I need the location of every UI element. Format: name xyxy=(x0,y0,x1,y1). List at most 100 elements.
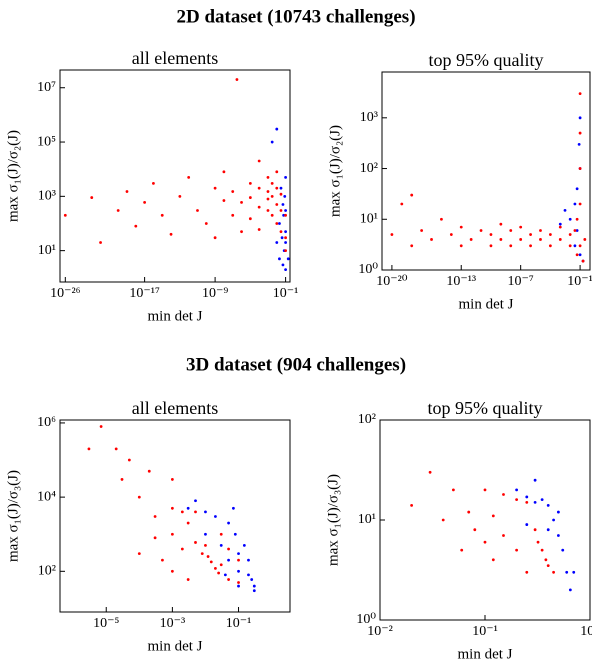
point xyxy=(467,510,471,514)
point xyxy=(222,199,226,202)
point xyxy=(240,230,243,234)
x-tick-label: 10⁻² xyxy=(367,624,393,639)
point xyxy=(479,229,483,232)
point xyxy=(529,244,532,248)
y-tick-label: 10² xyxy=(358,412,376,427)
point xyxy=(250,578,254,581)
point xyxy=(114,447,118,451)
point xyxy=(134,224,138,228)
point xyxy=(275,127,279,131)
point xyxy=(219,543,223,547)
point xyxy=(578,167,582,170)
point xyxy=(483,488,487,492)
point xyxy=(180,510,184,514)
point xyxy=(286,257,290,261)
point xyxy=(578,131,582,135)
point xyxy=(279,186,283,190)
point xyxy=(581,259,585,263)
point xyxy=(248,181,252,185)
x-tick-label: 10⁻²⁶ xyxy=(50,286,81,301)
point xyxy=(281,263,285,267)
point xyxy=(248,196,252,199)
point xyxy=(568,588,572,592)
point xyxy=(99,241,102,244)
y-tick-label: 10⁵ xyxy=(37,134,56,149)
x-axis-label: min det J xyxy=(148,308,203,324)
point xyxy=(410,503,414,507)
point xyxy=(575,253,579,257)
point xyxy=(227,521,230,525)
point xyxy=(235,78,239,81)
point xyxy=(459,244,463,248)
x-axis-label: min det J xyxy=(458,646,513,662)
point xyxy=(242,543,246,547)
point xyxy=(257,186,261,190)
point xyxy=(219,563,223,567)
point xyxy=(169,232,173,236)
point xyxy=(219,532,223,536)
point xyxy=(257,159,261,163)
x-tick-label: 10⁻¹³ xyxy=(446,274,476,289)
point xyxy=(194,499,197,503)
point xyxy=(200,552,204,556)
point xyxy=(473,528,477,532)
point xyxy=(90,196,94,199)
point xyxy=(515,498,519,501)
point xyxy=(556,510,560,514)
point xyxy=(540,548,544,552)
point xyxy=(231,213,235,217)
point xyxy=(223,573,227,577)
point xyxy=(252,589,256,593)
section-heading: 3D dataset (904 challenges) xyxy=(186,354,406,375)
point xyxy=(137,495,141,499)
point xyxy=(502,534,505,537)
point xyxy=(194,541,197,544)
point xyxy=(186,506,190,510)
point xyxy=(572,570,576,574)
point xyxy=(509,244,513,248)
point xyxy=(237,581,240,584)
point xyxy=(204,510,207,514)
point xyxy=(281,203,285,206)
point xyxy=(143,200,147,204)
x-tick-label: 10⁻⁷ xyxy=(508,274,534,289)
x-tick-label: 10⁻⁹ xyxy=(202,286,228,301)
panel-title: top 95% quality xyxy=(429,50,544,70)
point xyxy=(279,230,283,234)
point xyxy=(204,543,207,547)
y-tick-label: 10⁴ xyxy=(37,489,56,504)
point xyxy=(186,521,190,525)
point xyxy=(233,532,237,536)
point xyxy=(552,570,555,574)
point xyxy=(546,564,550,567)
point xyxy=(440,217,443,221)
y-tick-label: 10⁰ xyxy=(356,612,376,627)
y-tick-label: 10³ xyxy=(38,189,56,204)
point xyxy=(284,241,287,244)
point xyxy=(275,241,279,244)
point xyxy=(533,500,537,504)
point xyxy=(578,244,582,248)
point xyxy=(196,209,199,212)
point xyxy=(99,425,103,428)
point xyxy=(515,488,519,492)
point xyxy=(558,222,562,226)
point xyxy=(556,534,560,537)
point xyxy=(160,213,164,217)
point xyxy=(237,558,240,562)
point xyxy=(390,233,394,236)
y-axis-label: max σ₁(J)/σ₃(J) xyxy=(325,474,341,566)
point xyxy=(213,186,217,190)
point xyxy=(152,181,155,185)
point xyxy=(525,570,529,574)
x-tick-label: 10⁻¹ xyxy=(226,616,252,631)
y-tick-label: 10⁰ xyxy=(358,262,378,277)
y-axis-label: max σ₁(J)/σ₂(J) xyxy=(5,130,21,222)
point xyxy=(575,229,579,232)
point xyxy=(87,447,91,451)
point xyxy=(568,244,572,248)
point xyxy=(127,458,131,462)
x-axis-label: min det J xyxy=(148,638,203,654)
point xyxy=(578,116,582,120)
